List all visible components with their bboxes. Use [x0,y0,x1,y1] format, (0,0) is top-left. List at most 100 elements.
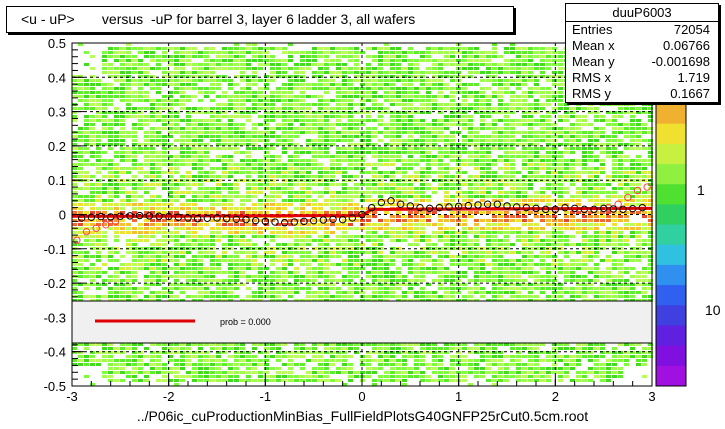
heatmap-cell [78,227,83,230]
heatmap-cell [120,379,125,382]
heatmap-cell [216,119,221,122]
heatmap-cell [504,251,509,254]
heatmap-cell [438,51,443,54]
heatmap-cell [444,187,449,190]
heatmap-cell [162,351,167,354]
heatmap-cell [522,287,527,290]
heatmap-cell [150,119,155,122]
heatmap-cell [426,175,431,178]
heatmap-cell [312,159,317,162]
heatmap-cell [150,47,155,50]
heatmap-cell [210,227,215,230]
heatmap-cell [426,91,431,94]
heatmap-cell [264,143,269,146]
heatmap-cell [264,47,269,50]
heatmap-cell [492,91,497,94]
heatmap-cell [228,199,233,202]
heatmap-cell [198,259,203,262]
heatmap-cell [378,175,383,178]
heatmap-cell [450,55,455,58]
heatmap-cell [456,359,461,362]
heatmap-cell [222,375,227,378]
heatmap-cell [210,191,215,194]
heatmap-cell [282,235,287,238]
heatmap-cell [300,107,305,110]
heatmap-cell [126,267,131,270]
heatmap-cell [528,151,533,154]
heatmap-cell [534,271,539,274]
heatmap-cell [402,163,407,166]
heatmap-cell [414,151,419,154]
heatmap-cell [114,139,119,142]
heatmap-cell [192,83,197,86]
heatmap-cell [144,91,149,94]
heatmap-cell [246,47,251,50]
heatmap-cell [390,87,395,90]
heatmap-cell [240,211,245,214]
heatmap-cell [558,135,563,138]
heatmap-cell [480,79,485,82]
heatmap-cell [522,123,527,126]
heatmap-cell [162,343,167,346]
heatmap-cell [72,287,77,290]
heatmap-cell [120,367,125,370]
heatmap-cell [486,351,491,354]
heatmap-cell [180,99,185,102]
heatmap-cell [264,235,269,238]
heatmap-cell [342,383,347,386]
heatmap-cell [522,139,527,142]
heatmap-cell [450,103,455,106]
heatmap-cell [204,135,209,138]
heatmap-cell [186,251,191,254]
heatmap-cell [546,255,551,258]
heatmap-cell [426,347,431,350]
heatmap-cell [450,123,455,126]
heatmap-cell [228,183,233,186]
heatmap-cell [486,139,491,142]
heatmap-cell [318,183,323,186]
heatmap-cell [204,111,209,114]
heatmap-cell [228,155,233,158]
heatmap-cell [120,207,125,210]
heatmap-cell [312,379,317,382]
heatmap-cell [390,55,395,58]
heatmap-cell [354,119,359,122]
heatmap-cell [534,163,539,166]
heatmap-cell [468,135,473,138]
heatmap-cell [186,199,191,202]
heatmap-cell [300,207,305,210]
heatmap-cell [516,259,521,262]
heatmap-cell [300,187,305,190]
heatmap-cell [540,67,545,70]
heatmap-cell [306,227,311,230]
heatmap-cell [552,135,557,138]
heatmap-cell [114,187,119,190]
heatmap-cell [306,171,311,174]
heatmap-cell [540,351,545,354]
heatmap-cell [240,231,245,234]
heatmap-cell [204,363,209,366]
heatmap-cell [300,131,305,134]
heatmap-cell [168,75,173,78]
heatmap-cell [270,103,275,106]
heatmap-cell [210,235,215,238]
heatmap-cell [258,343,263,346]
heatmap-cell [516,63,521,66]
heatmap-cell [192,131,197,134]
heatmap-cell [540,135,545,138]
heatmap-cell [156,183,161,186]
heatmap-cell [210,139,215,142]
heatmap-cell [420,255,425,258]
heatmap-cell [372,371,377,374]
heatmap-cell [240,79,245,82]
heatmap-cell [114,71,119,74]
heatmap-cell [492,263,497,266]
heatmap-cell [312,227,317,230]
heatmap-cell [162,287,167,290]
heatmap-cell [528,287,533,290]
heatmap-cell [282,119,287,122]
heatmap-cell [438,107,443,110]
heatmap-cell [426,111,431,114]
heatmap-cell [168,203,173,206]
heatmap-cell [342,343,347,346]
